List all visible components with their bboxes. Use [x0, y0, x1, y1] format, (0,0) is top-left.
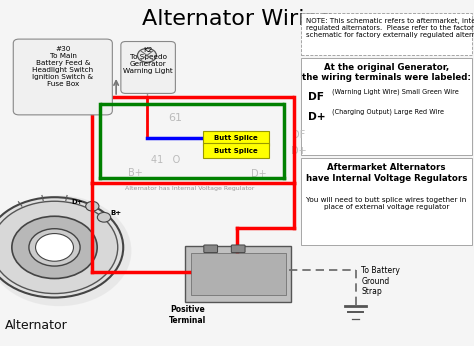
Text: 41   O: 41 O — [151, 155, 181, 165]
Circle shape — [0, 201, 118, 293]
FancyBboxPatch shape — [301, 158, 472, 245]
Circle shape — [0, 197, 123, 298]
Text: D+: D+ — [308, 112, 326, 122]
Text: Butt Splice: Butt Splice — [214, 147, 258, 154]
Text: D+: D+ — [291, 146, 306, 155]
FancyBboxPatch shape — [231, 245, 245, 253]
Text: (Charging Output) Large Red Wire: (Charging Output) Large Red Wire — [330, 109, 444, 116]
FancyBboxPatch shape — [185, 246, 291, 302]
Text: To Battery
Ground
Strap: To Battery Ground Strap — [361, 266, 400, 296]
Text: DF: DF — [292, 130, 305, 140]
FancyBboxPatch shape — [121, 42, 175, 93]
FancyBboxPatch shape — [301, 58, 472, 155]
Text: DF: DF — [308, 92, 324, 102]
Circle shape — [12, 216, 97, 279]
Text: 61: 61 — [168, 113, 182, 122]
Text: D+: D+ — [71, 199, 83, 204]
Text: At the original Generator,
the wiring terminals were labeled:: At the original Generator, the wiring te… — [302, 63, 471, 82]
Text: Positive
Terminal: Positive Terminal — [169, 305, 206, 325]
Circle shape — [97, 212, 110, 222]
Circle shape — [86, 201, 99, 211]
FancyBboxPatch shape — [191, 253, 286, 295]
Text: (Warning Light Wire) Small Green Wire: (Warning Light Wire) Small Green Wire — [330, 88, 459, 95]
Circle shape — [137, 48, 156, 62]
Text: D+: D+ — [251, 169, 267, 179]
Text: Alternator Wiring: Alternator Wiring — [142, 9, 332, 29]
Text: Aftermarket Alternators
have Internal Voltage Regulators: Aftermarket Alternators have Internal Vo… — [306, 163, 467, 183]
Text: Butt Splice: Butt Splice — [214, 135, 258, 142]
Text: #30
To Main
Battery Feed &
Headlight Switch
Ignition Switch &
Fuse Box: #30 To Main Battery Feed & Headlight Swi… — [33, 46, 93, 86]
Text: B+: B+ — [110, 210, 121, 216]
FancyBboxPatch shape — [204, 245, 218, 253]
Ellipse shape — [0, 195, 131, 306]
FancyBboxPatch shape — [13, 39, 112, 115]
FancyBboxPatch shape — [203, 143, 269, 158]
Text: Alternator: Alternator — [5, 319, 67, 332]
FancyBboxPatch shape — [301, 13, 472, 55]
FancyBboxPatch shape — [203, 131, 269, 146]
Text: K2
To Speedo
Generator
Warning Light: K2 To Speedo Generator Warning Light — [124, 47, 173, 74]
Circle shape — [36, 234, 73, 261]
Text: NOTE: This schematic refers to aftermarket, internally
regulated alternators.  P: NOTE: This schematic refers to aftermark… — [306, 18, 474, 38]
Circle shape — [29, 229, 80, 266]
Text: Alternator has Internal Voltage Regulator: Alternator has Internal Voltage Regulato… — [125, 186, 254, 191]
Text: You will need to butt splice wires together in
place of external voltage regulat: You will need to butt splice wires toget… — [306, 197, 467, 210]
Text: B+: B+ — [128, 168, 143, 178]
